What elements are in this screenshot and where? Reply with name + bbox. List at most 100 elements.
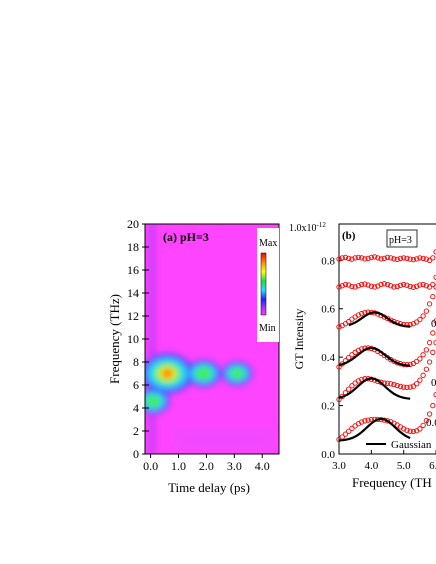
spectra-point [410,284,417,290]
spectra-ytick-label: 0.6 [321,304,335,316]
spectra-point [339,283,345,289]
spectra-point [365,417,371,423]
spectra-point [384,380,391,386]
heatmap-blobs [145,224,274,454]
heatmap-xtick-label: 0.0 [143,459,158,473]
spectra-point [407,256,413,262]
spectra-point [358,419,365,425]
legend-fit-label: Gaussian [391,439,432,451]
heatmap-xtick-label: 1.0 [171,459,186,473]
spectra-point [417,316,423,323]
spectra-point [355,347,362,354]
spectra-point [430,349,436,355]
spectra-y-multiplier: 1.0x10-12 [289,221,326,234]
spectra-point [430,402,436,409]
spectra-point [401,426,407,432]
spectra-point [352,284,358,290]
spectra-point [401,281,407,288]
spectra-point [404,282,410,288]
spectra-point [401,255,407,261]
heatmap-lowfreq-stripe [175,440,274,444]
spectra-point [410,428,417,435]
spectra-point [413,283,420,289]
spectra-panel: 1.0x10-12 (b) pH=3 0.0 0.2 0.4 0.6 0.8 3.0 4.… [289,221,436,490]
heatmap-lowfreq-stripe [175,428,274,432]
heatmap-blur-layer [145,224,274,454]
colorbar-max-label: Max [259,238,277,249]
spectra-point [410,256,417,263]
spectra-point [388,381,394,387]
spectra-xtick-label: 4.0 [364,460,378,472]
spectra-point [365,255,371,262]
spectra-point [346,255,352,262]
spectra-point [375,283,381,289]
spectra-point [358,281,365,288]
spectra-x-ticks: 3.0 4.0 5.0 6.0 [332,450,436,472]
spectra-point [407,428,413,434]
heatmap-hotspot-0-ring-5 [163,370,171,377]
spectra-point [346,354,352,361]
spectra-point [342,431,349,437]
spectra-point [417,356,423,362]
heatmap-ytick-label: 12 [127,309,139,323]
spectra-point [397,282,404,288]
heatmap-ytick-label: 0 [133,447,139,461]
spectra-point [407,384,413,390]
spectra-point [358,310,365,317]
spectra-point [349,256,355,262]
spectra-point [423,417,430,424]
spectra-point [430,330,436,336]
heatmap-ytick-label: 14 [127,286,139,300]
spectra-point [404,255,410,262]
right-label-1: 0 [431,318,436,330]
spectra-inset-label: pH=3 [389,235,412,246]
spectra-point [433,249,436,255]
spectra-point [365,282,371,288]
spectra-point [346,386,352,392]
spectra-point [423,347,430,353]
heatmap-ytick-label: 20 [127,217,139,231]
spectra-point [394,382,400,389]
spectra-inset-box [386,229,418,248]
spectra-point [397,383,404,390]
spectra-point [430,293,436,300]
spectra-point [417,377,423,383]
spectra-point [423,308,430,314]
spectra-point [397,255,404,262]
heatmap-xtick-label: 4.0 [255,459,270,473]
spectra-point [375,255,381,261]
spectra-point [388,283,394,289]
spectra-point [413,256,420,262]
spectra-point [362,281,368,287]
heatmap-lowfreq-stripe [175,434,274,438]
heatmap-ytick-label: 18 [127,240,139,254]
colorbar-min-label: Min [259,323,276,334]
spectra-point [339,255,345,261]
heatmap-ytick-label: 10 [127,332,139,346]
spectra-point [426,339,433,346]
heatmap-ylabel: Frequency (THz) [107,294,122,384]
spectra-point [423,256,430,262]
spectra-point [423,283,430,289]
spectra-series [336,249,436,443]
spectra-point [362,418,368,424]
heatmap-xtick-label: 3.0 [227,459,242,473]
spectra-point [417,282,423,288]
spectra-xtick-label: 6.0 [429,460,436,472]
heatmap-ytick-label: 16 [127,263,139,277]
heatmap-hotspot-1-ring-2 [195,366,213,381]
spectra-point [407,361,413,368]
spectra-point [413,358,420,365]
heatmap-panel-label: (a) pH=3 [163,230,209,244]
spectra-point [371,254,378,260]
spectra-point [420,255,426,262]
spectra-point [378,256,384,262]
spectra-point [420,352,426,358]
spectra-ytick-label: 0.0 [321,449,335,461]
spectra-point [391,284,397,290]
spectra-point [346,282,352,288]
spectra-point [346,428,352,434]
spectra-point [404,427,410,433]
spectra-point [401,384,407,390]
